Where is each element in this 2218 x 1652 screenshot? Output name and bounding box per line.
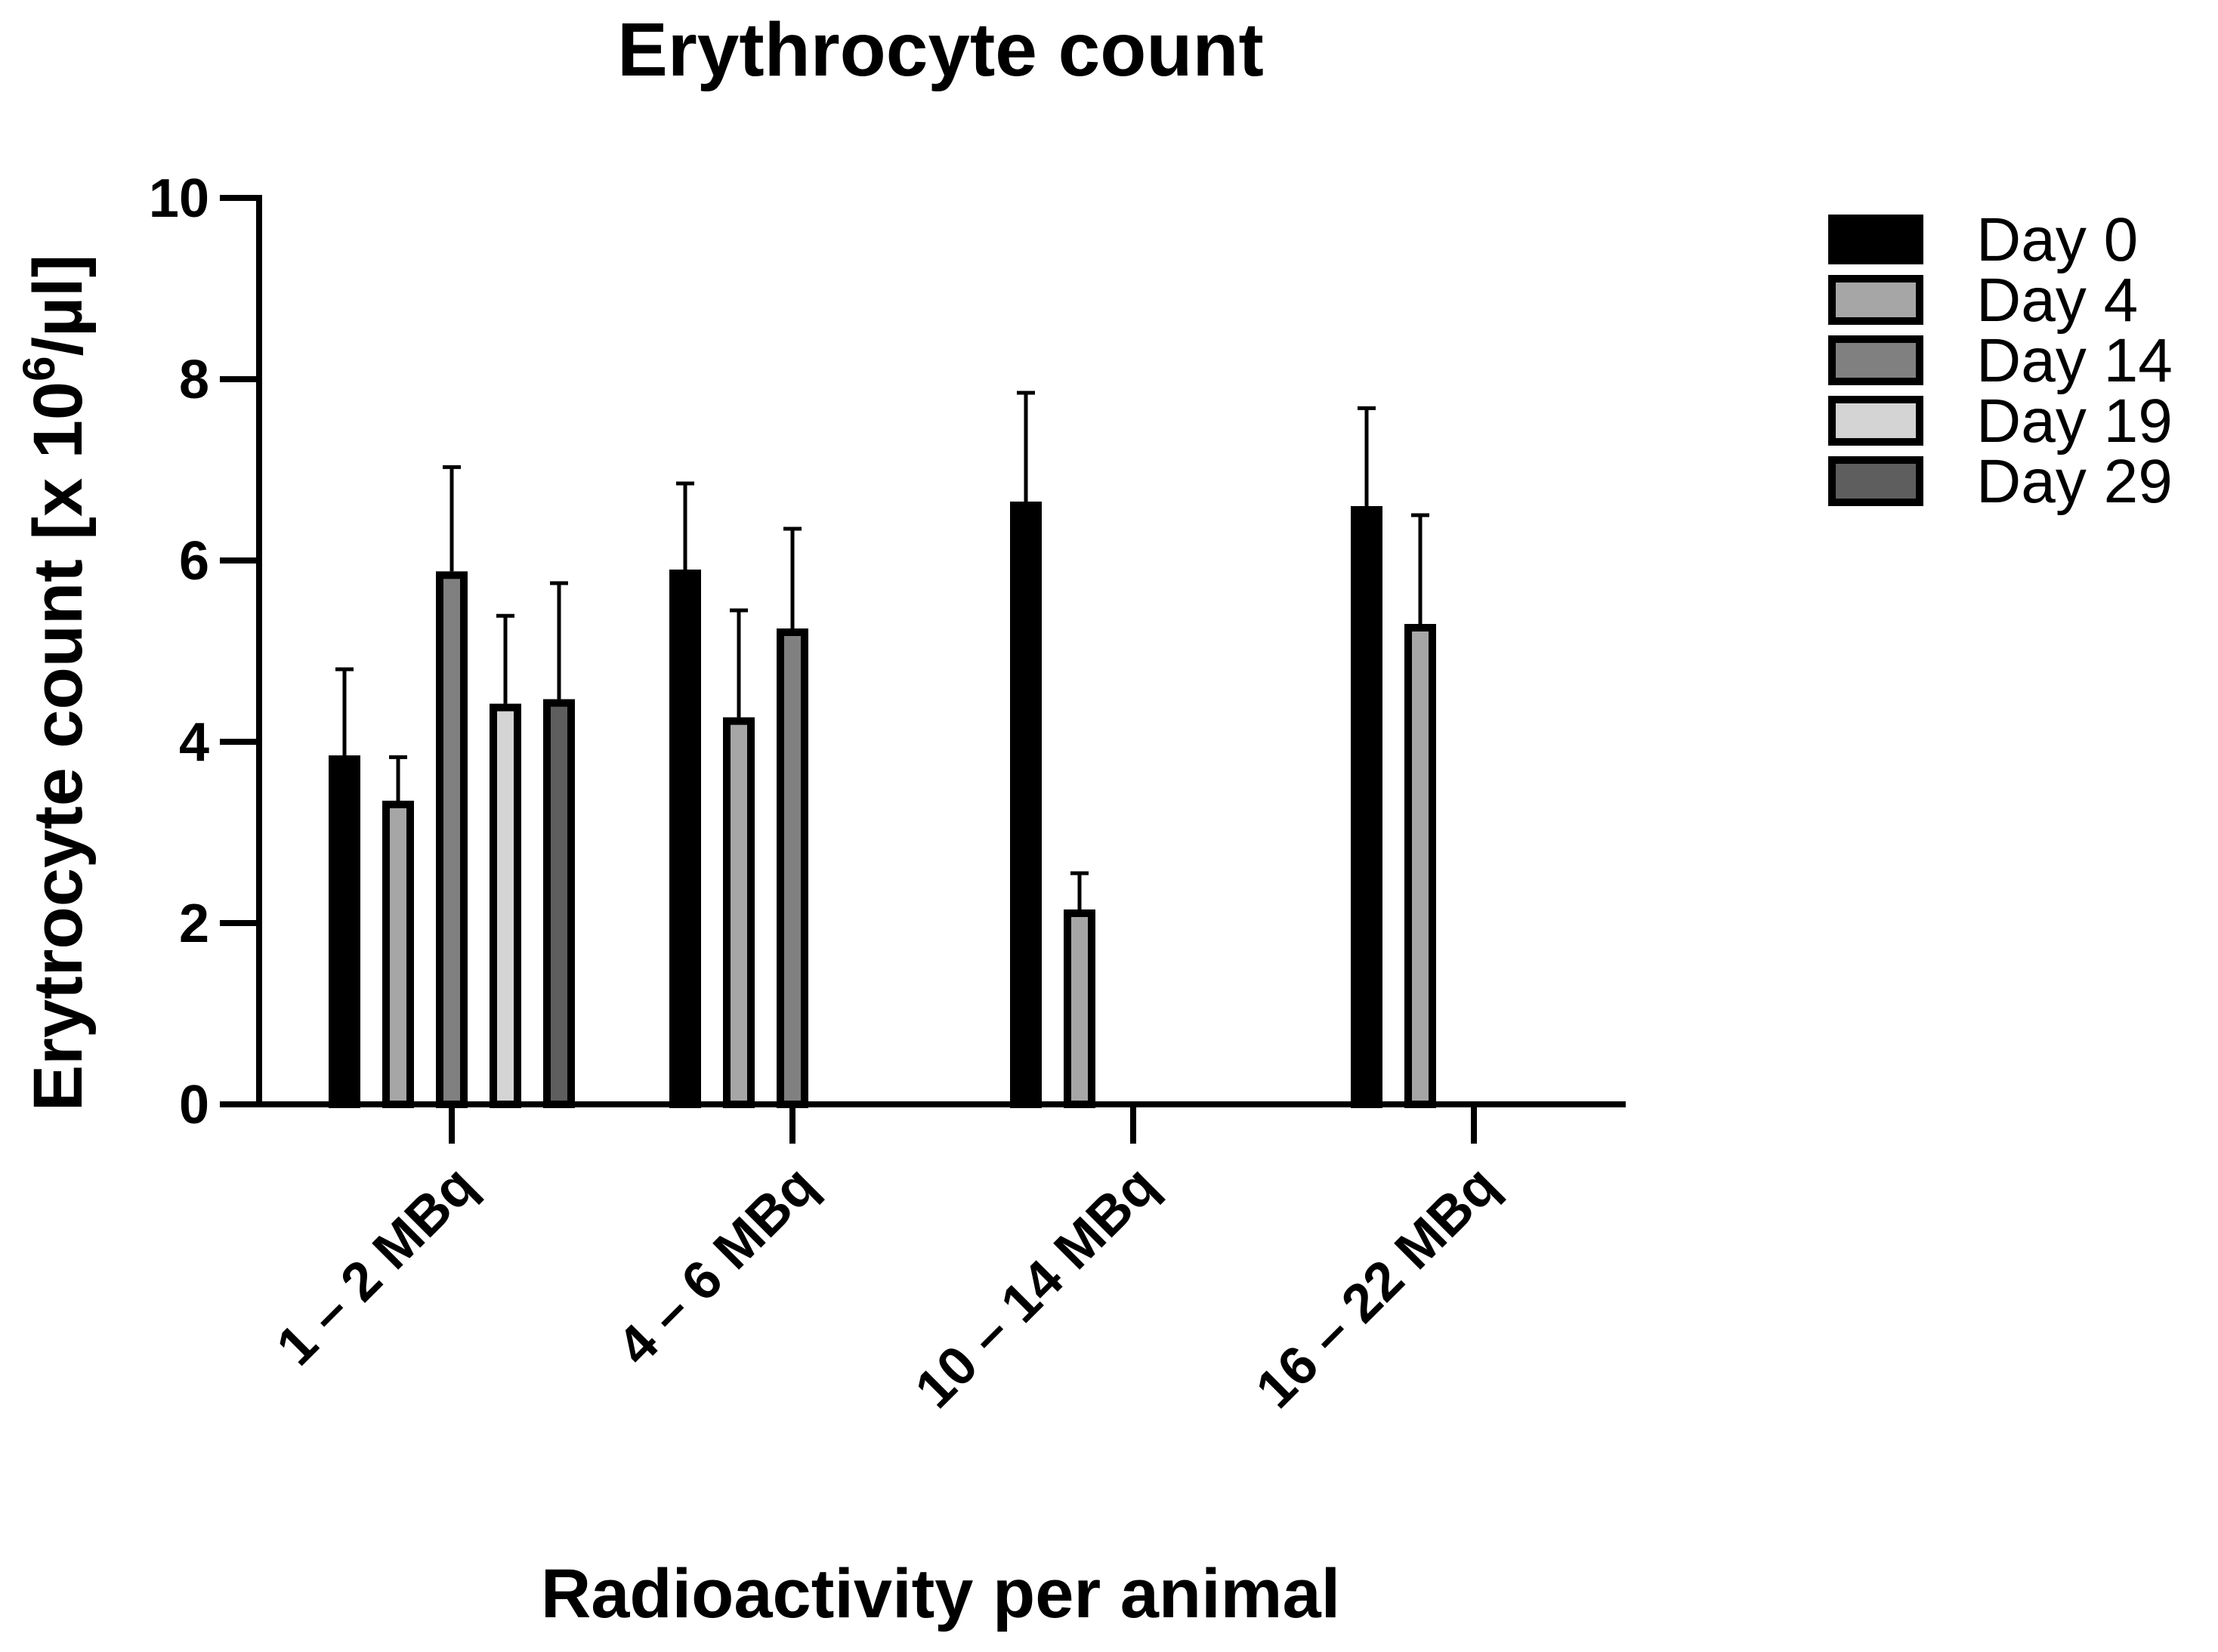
x-axis-label: Radioactivity per animal bbox=[541, 1555, 1340, 1632]
bars bbox=[329, 391, 1436, 1108]
y-axis-label: Erytrocyte count [x 106/µl] bbox=[14, 255, 97, 1111]
bar bbox=[382, 801, 414, 1108]
legend-swatch bbox=[1828, 275, 1923, 325]
legend-label: Day 14 bbox=[1976, 326, 2173, 395]
y-tick-label: 4 bbox=[179, 712, 209, 773]
bar bbox=[777, 628, 808, 1108]
x-tick-label: 10 – 14 MBq bbox=[904, 1155, 1169, 1420]
legend-label: Day 0 bbox=[1976, 205, 2138, 274]
legend-swatch bbox=[1828, 335, 1923, 385]
x-tick-label: 16 – 22 MBq bbox=[1244, 1155, 1509, 1420]
y-tick-label: 0 bbox=[179, 1075, 209, 1135]
bar bbox=[490, 703, 521, 1108]
y-tick-label: 8 bbox=[179, 350, 209, 410]
y-tick-label: 10 bbox=[149, 168, 209, 229]
x-tick-label: 1 – 2 MBq bbox=[265, 1155, 487, 1377]
legend-label: Day 19 bbox=[1976, 387, 2173, 455]
bar bbox=[669, 570, 701, 1108]
svg-text:Erytrocyte count [x 106/µl]: Erytrocyte count [x 106/µl] bbox=[14, 255, 97, 1111]
bar bbox=[543, 699, 575, 1108]
y-axis-label-main: Erytrocyte count [x 10 bbox=[20, 381, 97, 1111]
y-axis-label-superscript: 6 bbox=[14, 357, 64, 381]
axes: 0 2 4 6 8 10 1 – 2 MBq 4 – 6 MBq 10 – 14 MBq 16 –… bbox=[149, 168, 1626, 1420]
legend-label: Day 4 bbox=[1976, 266, 2138, 335]
legend-label: Day 29 bbox=[1976, 447, 2173, 516]
bar bbox=[436, 571, 468, 1108]
y-tick-label: 2 bbox=[179, 894, 209, 954]
chart-title: Erythrocyte count bbox=[617, 8, 1264, 92]
bar bbox=[329, 755, 360, 1108]
legend-swatch bbox=[1828, 456, 1923, 506]
legend-swatch bbox=[1828, 396, 1923, 446]
bar bbox=[1404, 624, 1436, 1108]
bar bbox=[1010, 502, 1042, 1108]
y-axis-label-tail: /µl] bbox=[20, 255, 97, 357]
bar bbox=[723, 717, 755, 1108]
x-tick-label: 4 – 6 MBq bbox=[606, 1155, 828, 1377]
bar bbox=[1064, 909, 1095, 1108]
legend-swatch bbox=[1828, 215, 1923, 264]
bar bbox=[1351, 506, 1382, 1108]
y-tick-label: 6 bbox=[179, 531, 209, 591]
